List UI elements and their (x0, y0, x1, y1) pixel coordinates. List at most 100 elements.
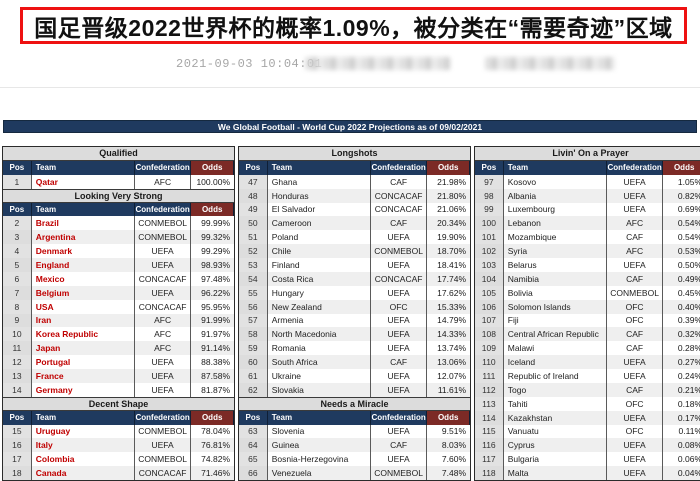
pos-cell: 118 (475, 466, 504, 480)
pos-cell: 111 (475, 369, 504, 383)
team-cell: New Zealand (267, 299, 371, 314)
team-cell: Syria (503, 244, 607, 258)
confederation-cell: UEFA (607, 202, 664, 217)
odds-cell: 14.33% (427, 327, 470, 342)
table-row: 53 Finland UEFA 18.41% (239, 258, 470, 272)
pos-cell: 97 (475, 174, 504, 189)
pos-cell: 63 (239, 424, 268, 439)
team-column-header: Team (31, 202, 135, 217)
table-row: 103 Belarus UEFA 0.50% (475, 258, 700, 272)
team-cell: England (31, 258, 135, 272)
odds-cell: 0.08% (663, 438, 700, 453)
confederation-cell: AFC (606, 216, 664, 231)
table-row: 51 Poland UEFA 19.90% (239, 230, 470, 245)
odds-cell: 99.29% (201, 246, 231, 257)
confederation-cell: AFC (606, 244, 664, 258)
odds-cell: 0.17% (663, 410, 700, 425)
odds-cell: 14.79% (437, 315, 467, 326)
team-cell: Vanuatu (504, 424, 607, 439)
column-header-row: Pos Team Confederation Odds (3, 202, 234, 217)
odds-cell: 9.51% (441, 426, 467, 437)
confederation-cell: UEFA (370, 327, 428, 342)
team-column-header: Team (503, 160, 607, 175)
confederation-cell: CONCACAF (134, 466, 192, 481)
table-row: 118 Malta UEFA 0.04% (475, 466, 700, 480)
team-cell: Armenia (268, 313, 371, 328)
table-row: 14 Germany UEFA 81.87% (3, 382, 234, 397)
team-cell: Solomon Islands (503, 299, 607, 314)
pos-cell: 10 (3, 327, 32, 342)
confederation-cell: UEFA (371, 285, 428, 300)
odds-cell: 21.80% (427, 188, 470, 203)
pos-cell: 53 (239, 258, 268, 272)
team-cell: Denmark (32, 244, 135, 259)
pos-cell: 2 (3, 216, 32, 231)
pos-cell: 12 (3, 355, 32, 370)
odds-cell: 11.61% (427, 382, 470, 397)
confederation-cell: CAF (607, 230, 664, 245)
team-cell: Republic of Ireland (504, 369, 607, 383)
odds-cell: 7.60% (441, 454, 467, 465)
odds-cell: 0.28% (677, 343, 700, 354)
section-header: Decent Shape (3, 396, 234, 411)
section-header: Qualified (3, 147, 234, 161)
table-row: 58 North Macedonia UEFA 14.33% (239, 327, 470, 342)
table-row: 97 Kosovo UEFA 1.05% (475, 174, 700, 189)
confederation-cell: UEFA (371, 230, 428, 245)
table-row: 13 France UEFA 87.58% (3, 369, 234, 383)
table-row: 9 Iran AFC 91.99% (3, 313, 234, 328)
confederation-cell: UEFA (370, 382, 428, 397)
odds-cell: 0.40% (663, 299, 700, 314)
confederation-cell: UEFA (134, 285, 192, 300)
confederation-cell: UEFA (135, 244, 192, 259)
confederation-cell: CONCACAF (370, 188, 428, 203)
odds-column-header: Odds (191, 202, 234, 217)
pos-cell: 61 (239, 369, 268, 383)
team-cell: Uruguay (32, 424, 135, 439)
team-cell: Namibia (503, 271, 607, 286)
pos-cell: 113 (475, 396, 504, 411)
confederation-cell: UEFA (371, 258, 428, 272)
pos-cell: 103 (475, 258, 504, 272)
table-row: 3 Argentina CONMEBOL 99.32% (3, 230, 234, 245)
odds-cell: 76.81% (191, 438, 234, 453)
table-row: 18 Canada CONCACAF 71.46% (3, 466, 234, 481)
team-cell: Chile (267, 244, 371, 258)
odds-cell: 71.46% (191, 466, 234, 481)
table-row: 60 South Africa CAF 13.06% (239, 355, 470, 369)
table-row: 115 Vanuatu OFC 0.11% (475, 424, 700, 439)
table-row: 101 Mozambique CAF 0.54% (475, 230, 700, 245)
odds-cell: 18.70% (427, 244, 470, 258)
article-title-box: 国足晋级2022世界杯的概率1.09%，被分类在“需要奇迹”区域 (20, 7, 687, 44)
confederation-cell: UEFA (135, 355, 192, 370)
team-cell: Germany (32, 382, 135, 397)
team-cell: North Macedonia (267, 327, 371, 342)
team-cell: Belarus (504, 258, 607, 272)
team-cell: Colombia (32, 452, 135, 467)
odds-cell: 20.34% (427, 216, 470, 231)
projection-table-1: Qualified Pos Team Confederation Odds 1 Qatar A… (2, 146, 235, 481)
confederation-cell: UEFA (371, 341, 428, 356)
team-column-header: Team (31, 160, 135, 175)
odds-cell: 91.14% (191, 341, 234, 356)
odds-cell: 0.49% (663, 271, 700, 286)
team-cell: Slovenia (268, 424, 371, 439)
section-header: Looking Very Strong (3, 188, 234, 203)
confederation-cell: CONCACAF (370, 271, 428, 286)
team-cell: Iceland (503, 355, 607, 369)
odds-cell: 0.69% (677, 204, 700, 215)
team-cell: Belgium (31, 285, 135, 300)
odds-column-header: Odds (191, 160, 234, 175)
odds-cell: 0.82% (663, 188, 700, 203)
table-row: 6 Mexico CONCACAF 97.48% (3, 271, 234, 286)
team-cell: Cameroon (267, 216, 371, 231)
team-cell: Guinea (267, 438, 371, 453)
team-cell: Iran (31, 313, 135, 328)
table-row: 116 Cyprus UEFA 0.08% (475, 438, 700, 453)
odds-cell: 0.32% (663, 327, 700, 342)
odds-cell: 0.50% (677, 259, 700, 270)
confederation-cell: CAF (370, 355, 428, 369)
confederation-column-header: Confederation (370, 160, 428, 175)
team-cell: Bulgaria (504, 452, 607, 467)
table-row: 10 Korea Republic AFC 91.97% (3, 327, 234, 342)
